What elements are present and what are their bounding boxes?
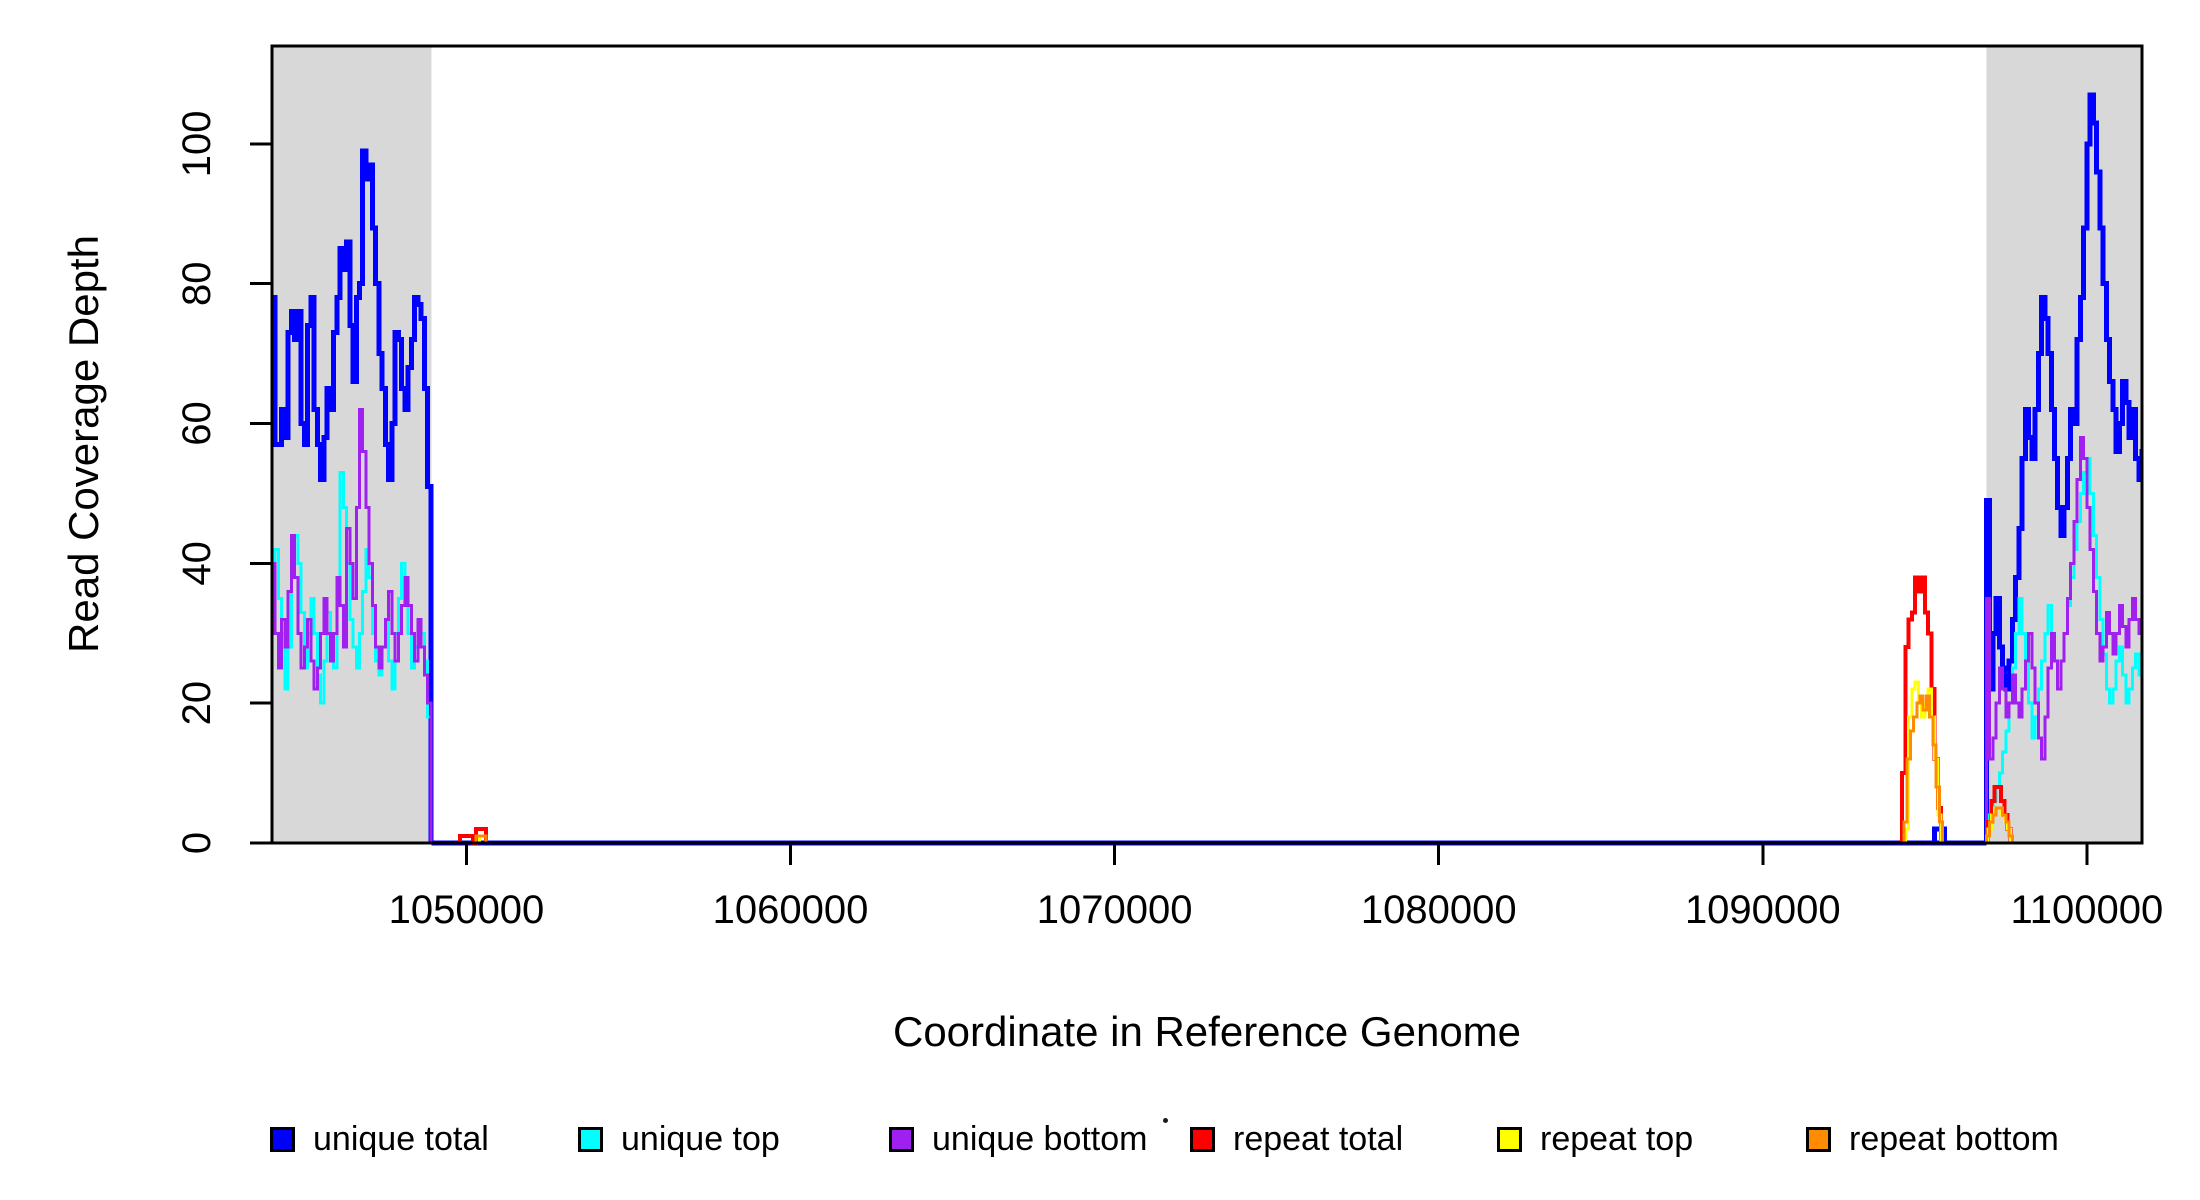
legend-item-repeat-top: repeat top bbox=[1497, 1122, 1693, 1156]
legend-label: unique total bbox=[313, 1120, 489, 1158]
x-tick-label: 1050000 bbox=[389, 888, 545, 932]
series-path-repeat-bottom bbox=[474, 834, 488, 843]
legend-label: unique bottom bbox=[932, 1120, 1148, 1158]
y-tick-label: 60 bbox=[175, 401, 219, 446]
x-tick-label: 1080000 bbox=[1361, 888, 1517, 932]
legend-item-repeat-bottom: repeat bottom bbox=[1806, 1122, 2059, 1156]
series-path-unique-bottom bbox=[1984, 436, 2142, 843]
x-tick-label: 1090000 bbox=[1685, 888, 1841, 932]
legend-label: unique top bbox=[621, 1120, 780, 1158]
unique-bottom-swatch-icon bbox=[889, 1126, 914, 1152]
series-path-repeat-bottom bbox=[1902, 694, 1945, 843]
x-tick-label: 1070000 bbox=[1037, 888, 1193, 932]
legend-label: repeat bottom bbox=[1849, 1120, 2059, 1158]
y-tick-label: 0 bbox=[175, 832, 219, 854]
series-path-repeat-bottom bbox=[1984, 806, 2014, 843]
x-tick-label: 1100000 bbox=[2011, 888, 2164, 932]
legend-item-unique-top: unique top bbox=[578, 1122, 780, 1156]
legend-item-repeat-total: repeat total bbox=[1190, 1122, 1403, 1156]
unique-total-swatch-icon bbox=[270, 1126, 295, 1152]
unique-top-swatch-icon bbox=[578, 1126, 603, 1152]
x-tick-label: 1060000 bbox=[713, 888, 869, 932]
series-path-unique-total bbox=[272, 148, 434, 843]
repeat-top-swatch-icon bbox=[1497, 1126, 1522, 1152]
legend-label: repeat total bbox=[1233, 1120, 1404, 1158]
repeat-total-swatch-icon bbox=[1190, 1126, 1215, 1152]
x-axis-title: Coordinate in Reference Genome bbox=[892, 1008, 1522, 1055]
legend-item-unique-total: unique total bbox=[270, 1122, 489, 1156]
series-path-unique-total bbox=[1983, 92, 2142, 843]
y-tick-label: 100 bbox=[175, 111, 219, 178]
legend-label: repeat top bbox=[1540, 1120, 1694, 1158]
repeat-bottom-swatch-icon bbox=[1806, 1126, 1831, 1152]
stray-dot bbox=[1163, 1118, 1168, 1123]
series-path-unique-bottom bbox=[272, 408, 433, 843]
y-tick-label: 80 bbox=[175, 261, 219, 306]
y-tick-label: 20 bbox=[175, 681, 219, 726]
highlight-region-repeat-flank-left bbox=[272, 46, 432, 843]
legend-item-unique-bottom: unique bottom bbox=[889, 1122, 1148, 1156]
y-tick-label: 40 bbox=[175, 541, 219, 586]
plot-box bbox=[270, 44, 2144, 845]
series-layer bbox=[272, 92, 2142, 846]
y-axis-title: Read Coverage Depth bbox=[60, 235, 107, 653]
